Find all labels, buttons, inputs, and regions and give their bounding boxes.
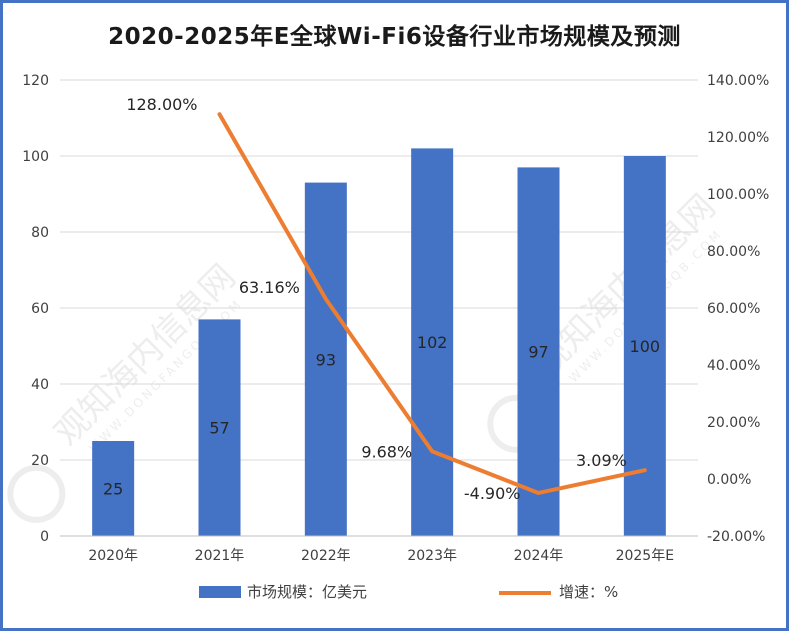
line-data-label: 9.68%	[361, 442, 412, 461]
bar-data-label: 97	[528, 343, 548, 362]
bar	[411, 148, 454, 536]
watermark-logo-icon	[7, 464, 66, 523]
bar-data-label: 25	[103, 480, 123, 499]
legend-line-label: 增速：%	[559, 583, 618, 601]
x-tick-label: 2025年E	[616, 548, 674, 564]
y-right-tick-label: 0.00%	[707, 472, 751, 488]
y-left-tick-label: 0	[40, 529, 49, 545]
axes: 0 20 40 60 80 100 120 -20.00% 0.00% 20.00% 40.00% 6…	[22, 73, 769, 564]
bar	[517, 167, 560, 536]
bar-data-label: 57	[209, 419, 229, 438]
y-right-tick-label: 60.00%	[707, 301, 760, 317]
bar-data-label: 100	[630, 337, 661, 356]
line-series	[217, 112, 647, 495]
y-right-tick-label: -20.00%	[707, 529, 765, 545]
y-right-tick-label: 80.00%	[707, 244, 760, 260]
x-tick-label: 2023年	[407, 548, 457, 564]
x-tick-label: 2020年	[88, 548, 138, 564]
legend-bar-label: 市场规模：亿美元	[247, 583, 367, 601]
y-right-tick-label: 140.00%	[707, 73, 769, 89]
bar-data-label: 93	[316, 350, 336, 369]
bar	[198, 319, 241, 536]
legend-bar-swatch	[199, 586, 241, 598]
legend: 市场规模：亿美元 增速：%	[199, 583, 618, 601]
y-left-tick-label: 20	[31, 453, 49, 469]
y-left-tick-label: 100	[22, 149, 49, 165]
line-data-label: -4.90%	[464, 484, 521, 503]
y-right-tick-label: 100.00%	[707, 187, 769, 203]
chart-title: 2020-2025年E全球Wi-Fi6设备行业市场规模及预测	[108, 24, 681, 50]
y-left-tick-label: 120	[22, 73, 49, 89]
line-data-label: 128.00%	[126, 95, 197, 114]
y-right-tick-label: 20.00%	[707, 415, 760, 431]
bar-data-label: 102	[417, 333, 448, 352]
data-labels: 25 57 93 102 97 100 128.00% 63.16% 9.68% -4.90% 3.…	[103, 95, 660, 503]
growth-line	[217, 112, 647, 495]
y-right-tick-label: 120.00%	[707, 130, 769, 146]
x-tick-label: 2021年	[195, 548, 245, 564]
bar	[304, 182, 347, 536]
line-data-label: 3.09%	[576, 451, 627, 470]
x-tick-label: 2022年	[301, 548, 351, 564]
chart-svg: 观知海内信息网WWW.DONGFANGQB.COM观知海内信息网WWW.DONG…	[7, 73, 769, 601]
y-right-tick-label: 40.00%	[707, 358, 760, 374]
y-left-tick-label: 80	[31, 225, 49, 241]
y-left-tick-label: 60	[31, 301, 49, 317]
line-data-label: 63.16%	[239, 278, 300, 297]
bar	[92, 441, 135, 536]
x-tick-label: 2024年	[514, 548, 564, 564]
y-left-tick-label: 40	[31, 377, 49, 393]
bar-series	[92, 148, 666, 536]
